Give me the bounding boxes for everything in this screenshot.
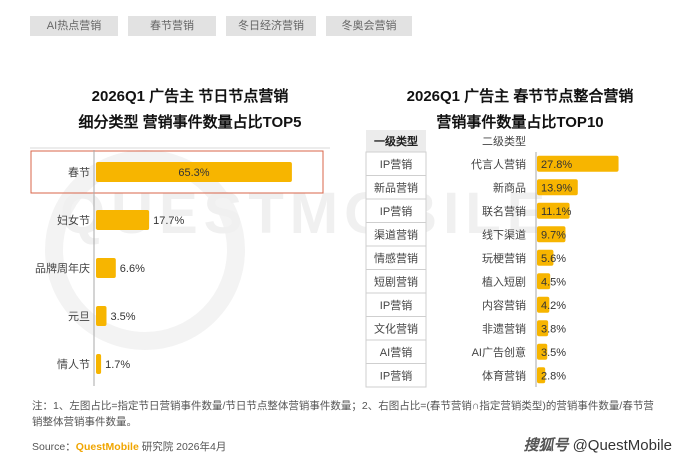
left-bar (96, 354, 102, 374)
source-line: Source：QuestMobile 研究院 2026年4月 (32, 439, 226, 454)
level2-label: 新商品 (493, 180, 526, 194)
level1-label: IP营销 (380, 298, 412, 312)
right-bar (537, 367, 546, 384)
right-value-label: 27.8% (541, 159, 572, 171)
right-value-label: 13.9% (541, 182, 572, 194)
tab-ai-marketing[interactable]: AI热点营销 (30, 16, 118, 36)
level1-cell (365, 363, 427, 388)
left-value-label: 3.5% (111, 311, 136, 323)
tab-winter-olympics[interactable]: 冬奥会营销 (326, 16, 412, 36)
right-bar (537, 202, 570, 219)
level1-label: AI营销 (380, 345, 412, 359)
left-category-label: 品牌周年庆 (35, 261, 90, 275)
right-value-label: 3.8% (541, 323, 566, 335)
right-value-label: 4.5% (541, 276, 566, 288)
left-title-line-1: 2026Q1 广告主 节日节点营销 (91, 88, 289, 105)
right-bar (537, 249, 554, 266)
level2-label: AI广告创意 (472, 345, 526, 359)
left-category-label: 元旦 (68, 311, 90, 323)
right-title-line-1: 2026Q1 广告主 春节节点整合营销 (406, 88, 634, 105)
level1-header-bg (366, 130, 426, 152)
left-title-line-2: 细分类型 营销事件数量占比TOP5 (78, 114, 302, 131)
level1-header: 一级类型 (374, 134, 418, 148)
right-bar (537, 179, 578, 196)
left-bar (96, 210, 150, 230)
level1-label: IP营销 (380, 204, 412, 218)
highlight-box (30, 150, 324, 194)
sohu-logo: 搜狐号 (523, 437, 569, 454)
right-value-label: 9.7% (541, 229, 566, 241)
left-value-label: 1.7% (105, 359, 130, 371)
right-bar (537, 155, 619, 172)
source-prefix: Source： (32, 441, 76, 453)
level2-label: 联名营销 (482, 204, 526, 218)
tab-spring-festival[interactable]: 春节营销 (128, 16, 216, 36)
left-category-label: 春节 (68, 166, 90, 179)
level2-label: 代言人营销 (471, 157, 526, 171)
tab-bar: AI热点营销 春节营销 冬日经济营销 冬奥会营销 (30, 16, 412, 36)
left-value-label: 17.7% (153, 215, 184, 227)
level2-label: 内容营销 (482, 298, 526, 312)
source-brand: QuestMobile (75, 441, 139, 453)
right-value-label: 4.2% (541, 300, 566, 312)
left-chart-title: 2026Q1 广告主 节日节点营销 细分类型 营销事件数量占比TOP5 (30, 84, 350, 136)
left-category-label: 妇女节 (57, 213, 90, 227)
tab-winter-economy[interactable]: 冬日经济营销 (226, 16, 316, 36)
left-value-label: 65.3% (178, 167, 209, 179)
right-value-label: 3.5% (541, 347, 566, 359)
level2-header: 二级类型 (482, 134, 526, 148)
source-suffix: 研究院 2026年4月 (138, 441, 227, 453)
left-bar (96, 306, 107, 326)
left-bar (96, 162, 292, 182)
right-value-label: 11.1% (541, 206, 572, 218)
right-value-label: 5.6% (541, 253, 566, 265)
right-bar (537, 320, 549, 337)
right-title-line-2: 营销事件数量占比TOP10 (436, 114, 604, 131)
right-bar (537, 296, 550, 313)
right-value-label: 2.8% (541, 370, 566, 382)
right-bar (537, 226, 566, 243)
left-category-label: 情人节 (57, 358, 90, 371)
level1-label: IP营销 (380, 157, 412, 171)
level1-label: IP营销 (380, 369, 412, 383)
credit-handle: @QuestMobile (572, 437, 672, 454)
level2-label: 线下渠道 (482, 227, 526, 241)
level1-label: 情感营销 (374, 251, 418, 265)
right-chart-title: 2026Q1 广告主 春节节点整合营销 营销事件数量占比TOP10 (360, 84, 680, 136)
right-bar (537, 273, 551, 290)
level2-label: 植入短剧 (482, 274, 526, 288)
left-value-label: 6.6% (120, 263, 145, 275)
level1-label: 短剧营销 (374, 275, 418, 289)
footnote: 注：1、左图占比=指定节日营销事件数量/节日节点整体营销事件数量；2、右图占比=… (32, 400, 654, 428)
level2-label: 体育营销 (482, 368, 526, 382)
right-bar (537, 343, 548, 360)
credit: 搜狐号 @QuestMobile (524, 434, 672, 455)
level2-label: 非遗营销 (482, 321, 526, 335)
level1-label: 渠道营销 (374, 228, 418, 242)
left-bar (96, 258, 116, 278)
level1-label: 文化营销 (374, 322, 418, 336)
level2-label: 玩梗营销 (482, 251, 526, 265)
level1-label: 新品营销 (374, 181, 418, 195)
